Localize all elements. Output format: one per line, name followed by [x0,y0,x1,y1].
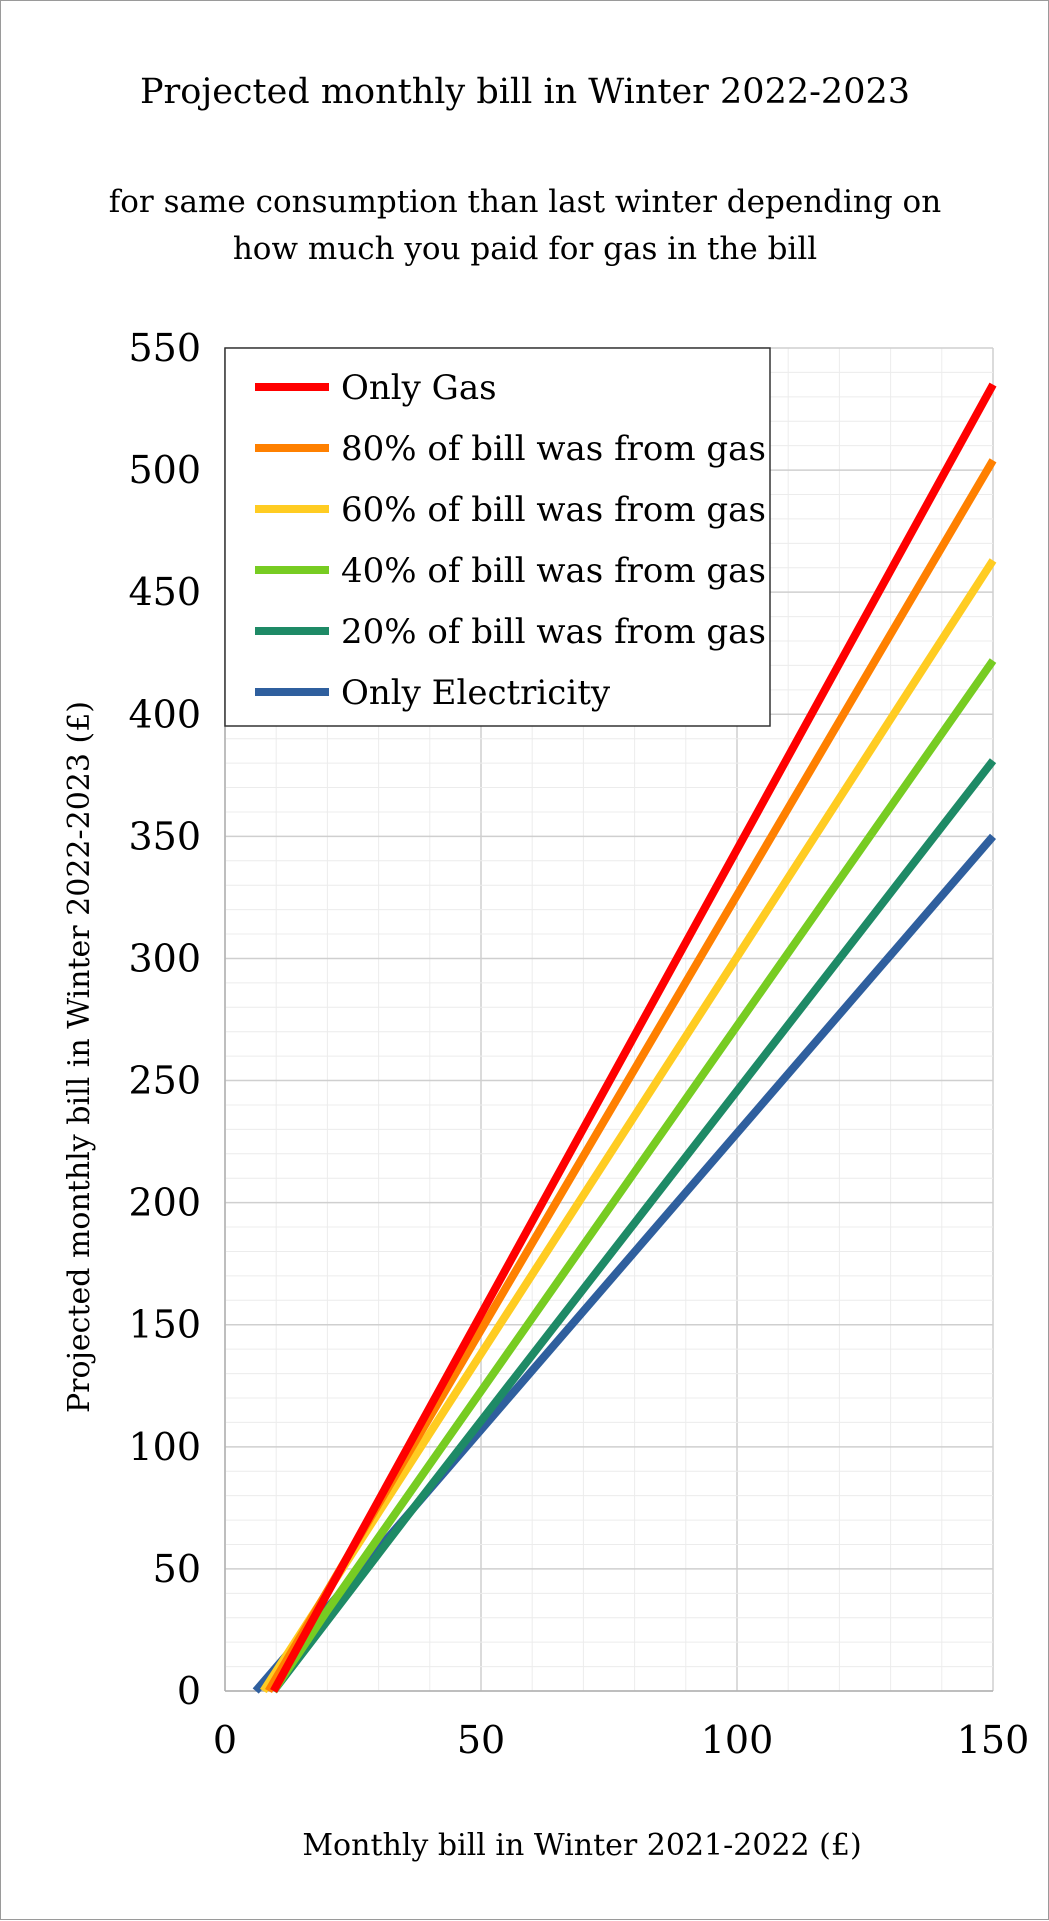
series-line [270,758,997,1694]
legend-label: 60% of bill was from gas [341,490,766,530]
x-tick-label: 0 [213,1718,237,1762]
x-tick-label: 100 [701,1718,774,1762]
tick-labels: 0 50 100 150 200 250 300 350 400 450 500 550 0 50 100 1… [128,326,1029,1762]
chart-title: Projected monthly bill in Winter 2022-20… [140,72,910,112]
chart-subtitle-line-2: how much you paid for gas in the bill [233,231,817,267]
series-lines [252,382,997,1694]
legend-label: 80% of bill was from gas [341,429,766,469]
y-tick-label: 200 [128,1181,201,1225]
y-tick-label: 150 [128,1303,201,1347]
y-tick-label: 550 [128,326,201,370]
y-tick-label: 500 [128,448,201,492]
series-line [270,658,997,1694]
legend-label: 20% of bill was from gas [341,612,766,652]
legend-label: Only Gas [341,368,497,408]
chart-subtitle-line-1: for same consumption than last winter de… [109,184,941,220]
y-tick-label: 0 [177,1669,201,1713]
series-line [270,382,997,1693]
legend-box [224,347,771,727]
y-tick-label: 50 [153,1547,201,1591]
y-tick-label: 250 [128,1059,201,1103]
legend-label: 40% of bill was from gas [341,551,766,591]
series-line [252,833,997,1694]
y-tick-label: 300 [128,936,201,980]
y-axis-label: Projected monthly bill in Winter 2022-20… [62,701,97,1413]
y-tick-label: 350 [128,814,201,858]
legend: Only Gas 80% of bill was from gas 60% of b… [224,347,771,727]
y-tick-label: 400 [128,692,201,736]
y-tick-label: 100 [128,1425,201,1469]
x-tick-label: 50 [457,1718,505,1762]
x-axis-label: Monthly bill in Winter 2021-2022 (£) [302,1828,861,1863]
legend-label: Only Electricity [341,673,611,713]
x-tick-label: 150 [957,1718,1030,1762]
series-line [260,558,997,1694]
y-tick-label: 450 [128,570,201,614]
